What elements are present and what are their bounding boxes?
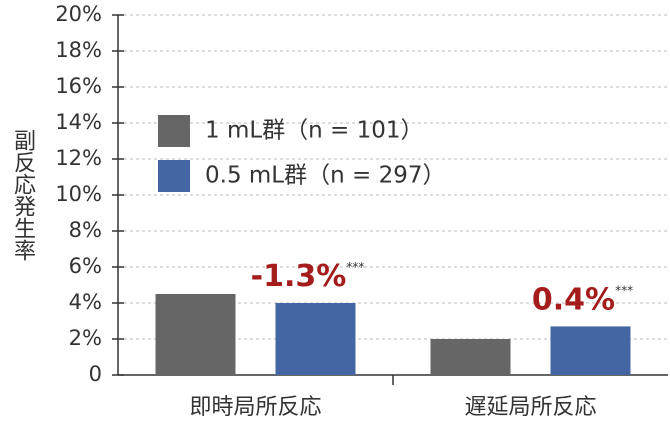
y-tick-label: 6%	[69, 254, 102, 278]
legend-label: 0.5 mL群（n = 297）	[205, 163, 445, 189]
bar	[275, 303, 356, 375]
y-tick-label: 4%	[69, 290, 102, 314]
annotation-sup: ***	[615, 283, 633, 297]
x-tick-label: 遅延局所反応	[464, 395, 596, 420]
y-tick-label: 20%	[55, 2, 102, 26]
annotation-text: -1.3%	[251, 259, 347, 294]
y-tick-label: 14%	[55, 110, 102, 134]
y-tick-label: 0	[89, 362, 102, 386]
y-tick-label: 16%	[55, 74, 102, 98]
annotation-text: 0.4%	[532, 282, 615, 317]
legend-label: 1 mL群（n = 101）	[205, 118, 424, 144]
y-tick-label: 12%	[55, 146, 102, 170]
y-tick-label: 18%	[55, 38, 102, 62]
y-tick-label: 10%	[55, 182, 102, 206]
legend-swatch	[158, 115, 190, 147]
annotation: 0.4%***	[532, 282, 633, 317]
y-axis-label: 副反応発生率	[10, 129, 36, 261]
legend-swatch	[158, 160, 190, 192]
annotation-sup: ***	[346, 260, 364, 274]
x-tick-label: 即時局所反応	[189, 395, 321, 420]
bar	[430, 339, 511, 375]
bar	[155, 294, 236, 375]
y-tick-label: 2%	[69, 326, 102, 350]
bar	[550, 326, 631, 375]
y-tick-label: 8%	[69, 218, 102, 242]
annotation: -1.3%***	[251, 259, 365, 294]
